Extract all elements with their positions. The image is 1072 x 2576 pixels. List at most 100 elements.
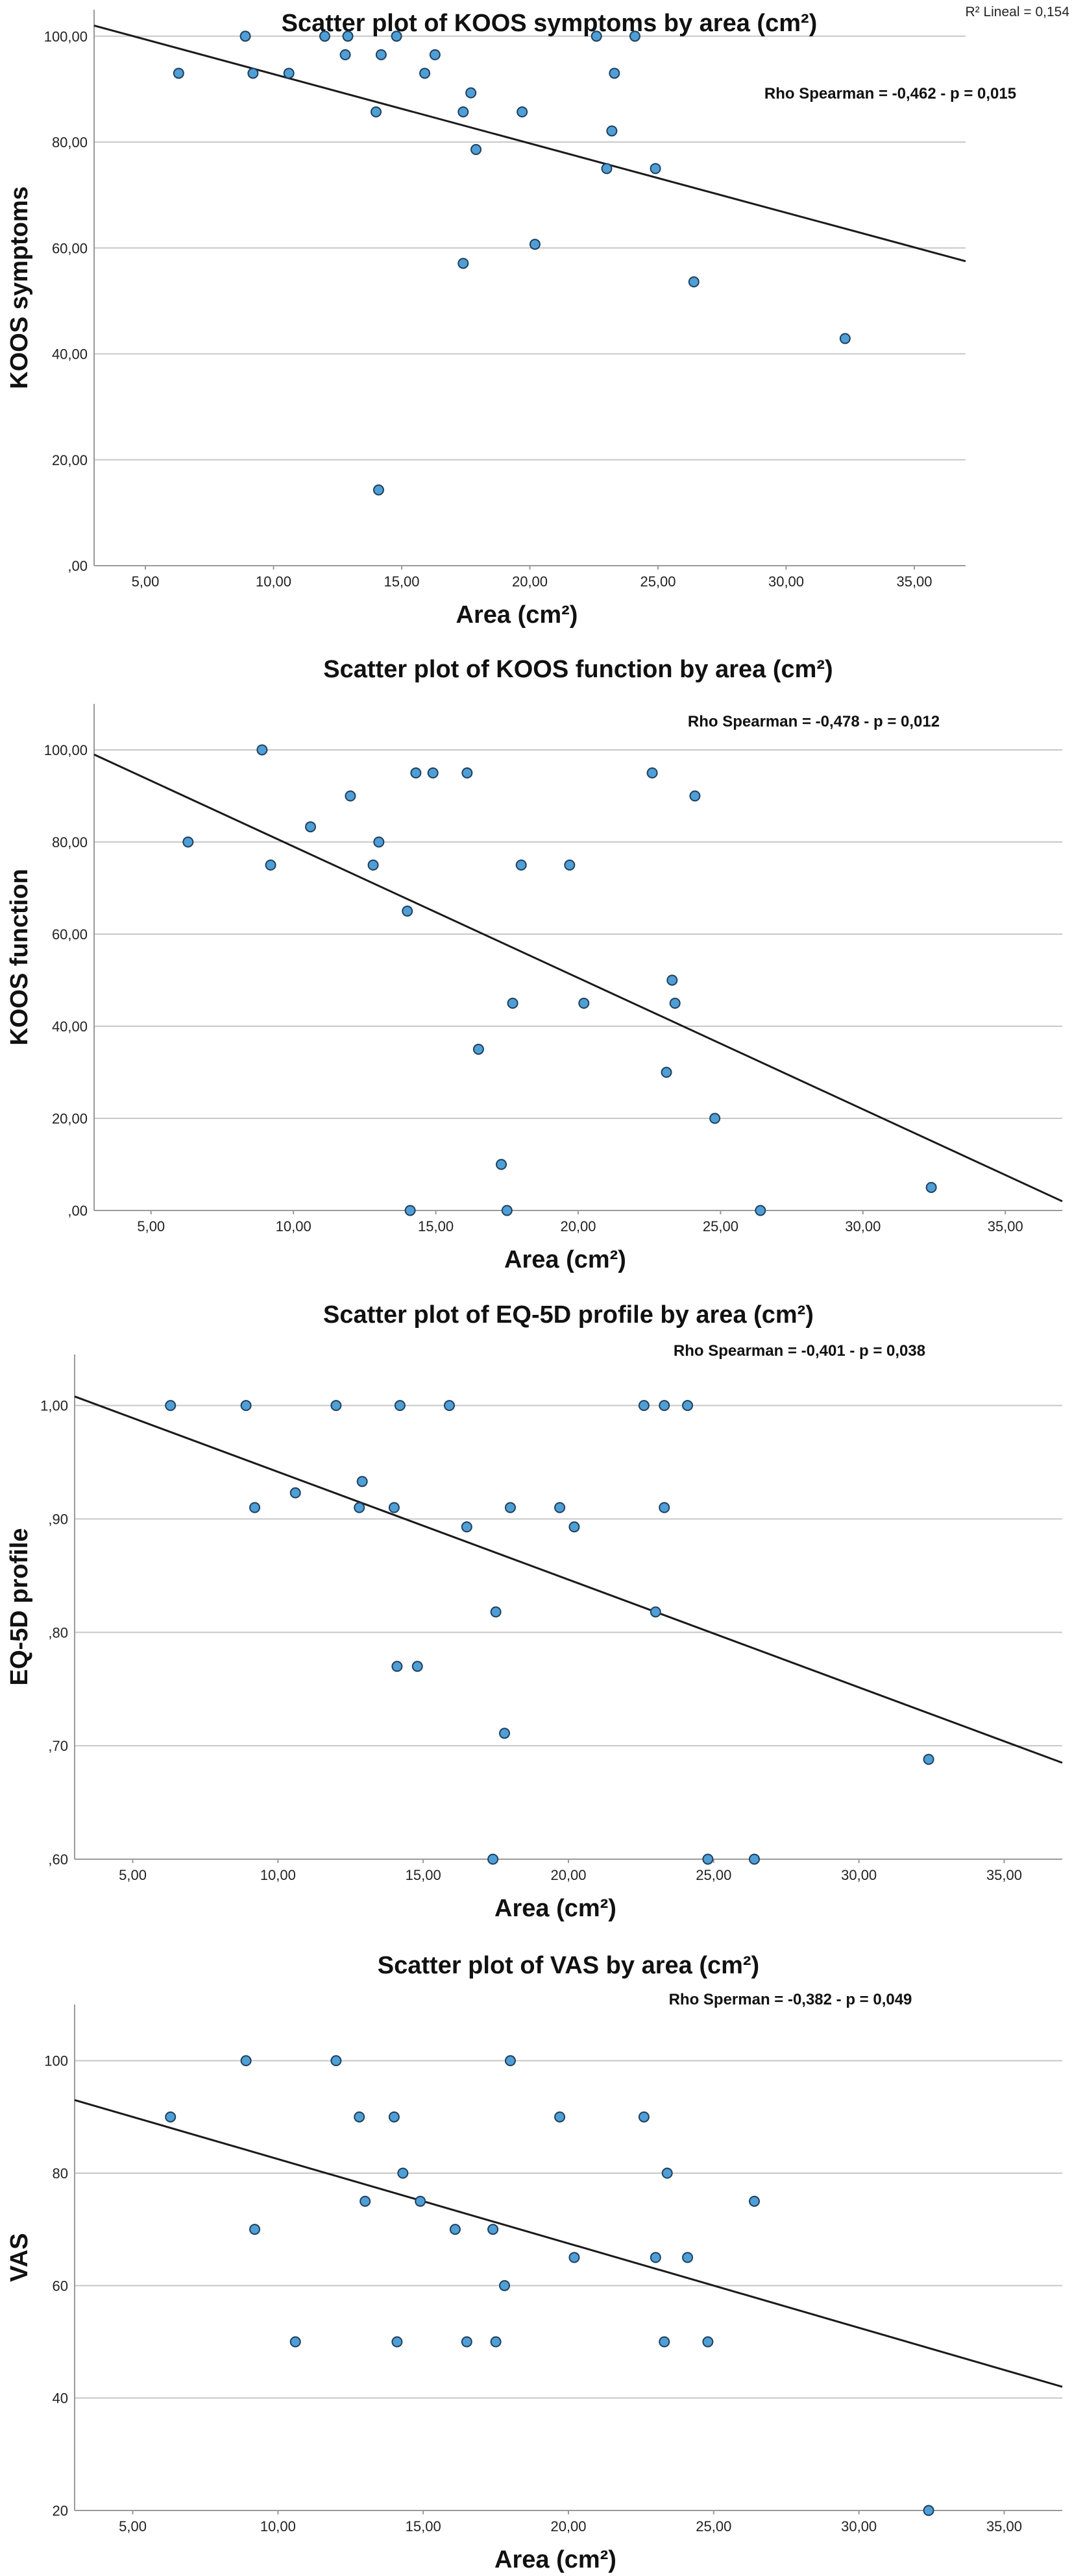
scatter-point [504,2055,516,2067]
scatter-point [373,836,385,848]
scatter-point [515,860,527,871]
scatter-point [839,333,851,344]
scatter-point [449,2224,461,2235]
scatter-point [496,1159,507,1170]
scatter-point [402,906,413,917]
chart-panel-2: ,00 20,00 40,00 60,00 80,00 100,00 5,00 10,00 15… [6,656,1063,1273]
y-tick-label: 60,00 [52,240,88,256]
r2-note: R² Lineal = 0,154 [965,5,1069,19]
x-tick-label: 15,00 [406,1867,441,1883]
scatter-point [283,67,295,79]
scatter-point [688,276,700,288]
scatter-point [666,974,678,986]
scatter-point [748,1853,760,1865]
spearman-annotation: Rho Sperman = -0,382 - p = 0,049 [669,1991,912,2008]
x-tick-label: 10,00 [260,2518,296,2534]
scatter-point [391,1661,403,1672]
scatter-point [601,163,613,175]
scatter-point [748,2195,760,2207]
scatter-point [472,1044,484,1055]
scatter-point [419,67,431,79]
scatter-point [659,1502,670,1513]
scatter-point [319,30,330,42]
scatter-point [249,2224,261,2235]
scatter-point [702,1853,714,1865]
regression-line [74,2099,1063,2388]
scatter-point [638,2111,650,2123]
scatter-point [404,1205,416,1216]
chart-title: Scatter plot of KOOS symptoms by area (c… [282,10,818,37]
y-tick-label: 1,00 [40,1398,68,1414]
x-axis-title: Area (cm²) [456,601,578,629]
regression-line [93,753,1063,1203]
x-tick-label: 30,00 [768,573,804,590]
scatter-point [925,1182,937,1193]
scatter-point [461,1521,472,1533]
scatter-point [702,2336,714,2348]
x-tick-label: 30,00 [841,1867,877,1883]
scatter-point [371,106,382,118]
scatter-point [165,1400,177,1412]
y-tick-label: ,60 [48,1851,68,1868]
scatter-point [289,2336,301,2348]
scatter-point [578,998,590,1009]
scatter-point [529,239,541,250]
scatter-point [410,767,422,778]
y-tick-label: 80,00 [52,134,88,150]
y-tick-label: ,00 [67,558,88,574]
scatter-point [923,1753,934,1765]
scatter-point [256,744,268,756]
scatter-point [568,2252,580,2263]
scatter-point [682,2252,694,2263]
scatter-point [457,106,469,118]
scatter-point [375,49,387,60]
scatter-point [461,767,473,778]
scatter-point [388,2111,400,2123]
scatter-point [391,2336,403,2348]
scatter-point [388,1502,400,1513]
scatter-point [646,767,658,778]
chart-title: Scatter plot of KOOS function by area (c… [323,656,833,683]
scatter-point [659,2336,670,2348]
scatter-point [354,1502,365,1513]
scatter-point [507,998,518,1009]
y-axis-title: VAS [6,2233,33,2281]
regression-line [74,1395,1063,1764]
x-tick-label: 10,00 [276,1218,311,1234]
x-tick-label: 25,00 [640,573,676,590]
x-axis-title: Area (cm²) [494,1895,616,1922]
y-axis-title: KOOS function [6,869,33,1045]
x-tick-label: 20,00 [512,573,548,590]
scatter-point [411,1661,423,1672]
scatter-point [247,67,259,79]
scatter-point [330,1400,342,1412]
y-tick-label: 40,00 [52,1018,88,1035]
scatter-point [682,1400,694,1412]
scatter-point [568,1521,580,1533]
chart-title: Scatter plot of VAS by area (cm²) [378,1952,759,1979]
scatter-point [339,49,351,60]
scatter-point [239,30,251,42]
scatter-point [487,2224,499,2235]
scatter-point [709,1113,721,1124]
scatter-point [305,821,317,833]
scatter-point [465,87,477,99]
scatter-point [240,1400,252,1412]
y-axis-title: EQ-5D profile [6,1528,33,1686]
spearman-annotation: Rho Spearman = -0,478 - p = 0,012 [688,713,940,730]
x-tick-label: 35,00 [986,1867,1022,1883]
scatter-point [661,2167,673,2179]
y-tick-label: 60 [53,2278,68,2294]
regression-line [93,25,966,263]
scatter-point [564,860,576,871]
scatter-point [330,2055,342,2067]
scatter-point [470,143,482,155]
y-tick-label: 20,00 [52,452,88,468]
x-axis-title: Area (cm²) [504,1246,626,1273]
scatter-point [659,1400,670,1412]
scatter-point [501,1205,513,1216]
scatter-point [345,790,356,802]
scatter-point [504,1502,516,1513]
scatter-point [755,1205,766,1216]
